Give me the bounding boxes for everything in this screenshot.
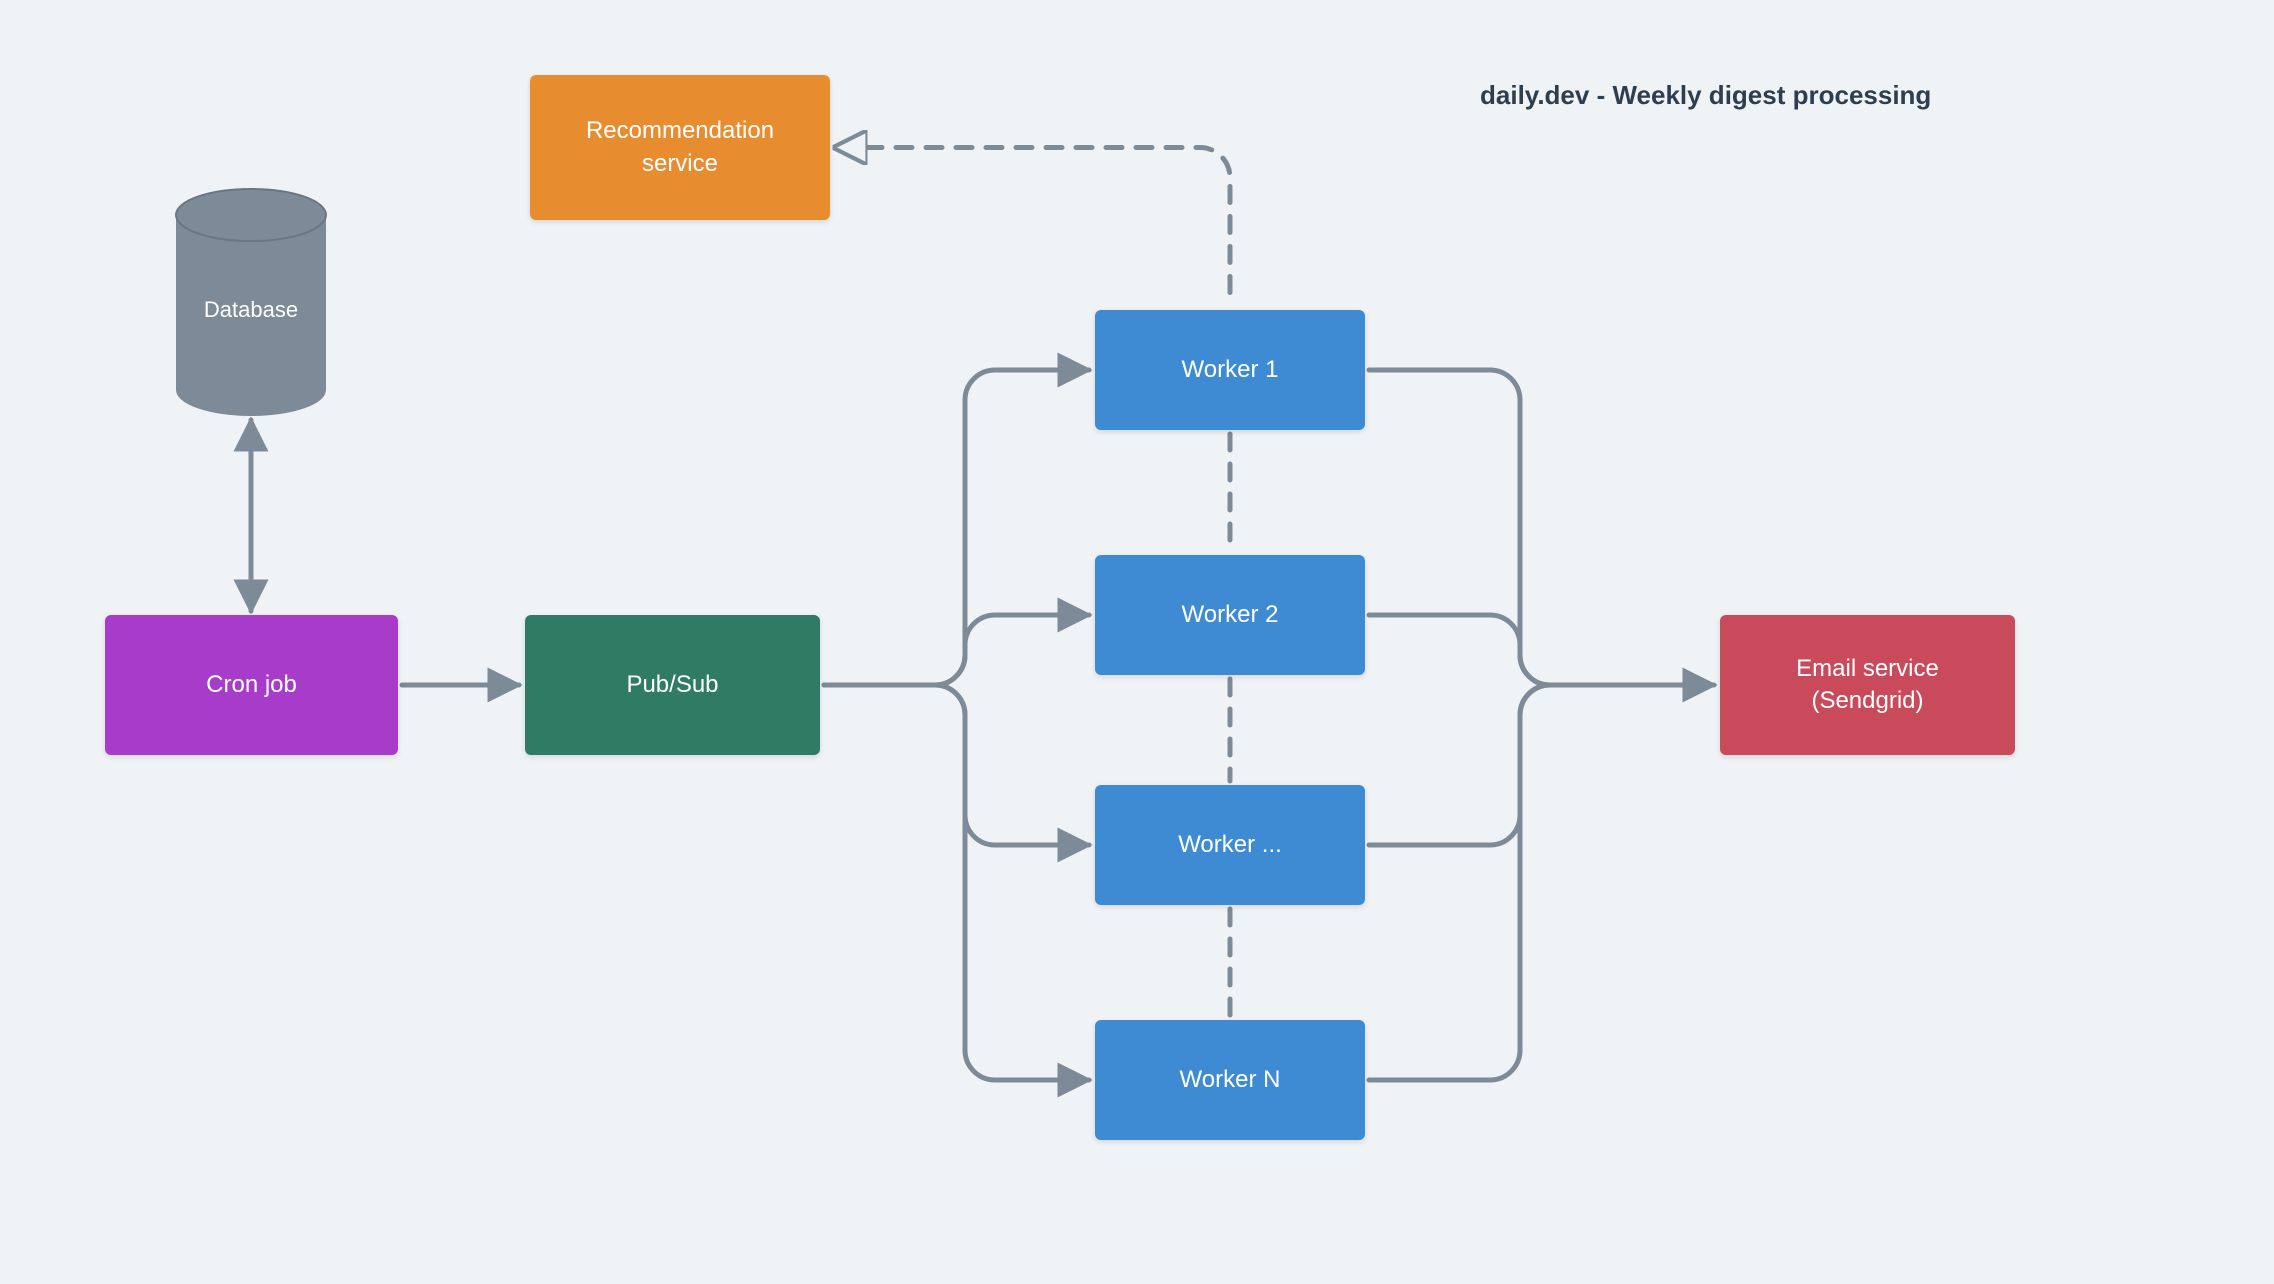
node-workerN: Worker N xyxy=(1095,1020,1365,1140)
database-label: Database xyxy=(176,297,326,323)
node-worker1: Worker 1 xyxy=(1095,310,1365,430)
diagram-title: daily.dev - Weekly digest processing xyxy=(1480,80,1931,111)
node-worker3: Worker ... xyxy=(1095,785,1365,905)
node-cronjob: Cron job xyxy=(105,615,398,755)
node-recommendation: Recommendation service xyxy=(530,75,830,220)
node-email: Email service (Sendgrid) xyxy=(1720,615,2015,755)
node-pubsub: Pub/Sub xyxy=(525,615,820,755)
node-worker2: Worker 2 xyxy=(1095,555,1365,675)
